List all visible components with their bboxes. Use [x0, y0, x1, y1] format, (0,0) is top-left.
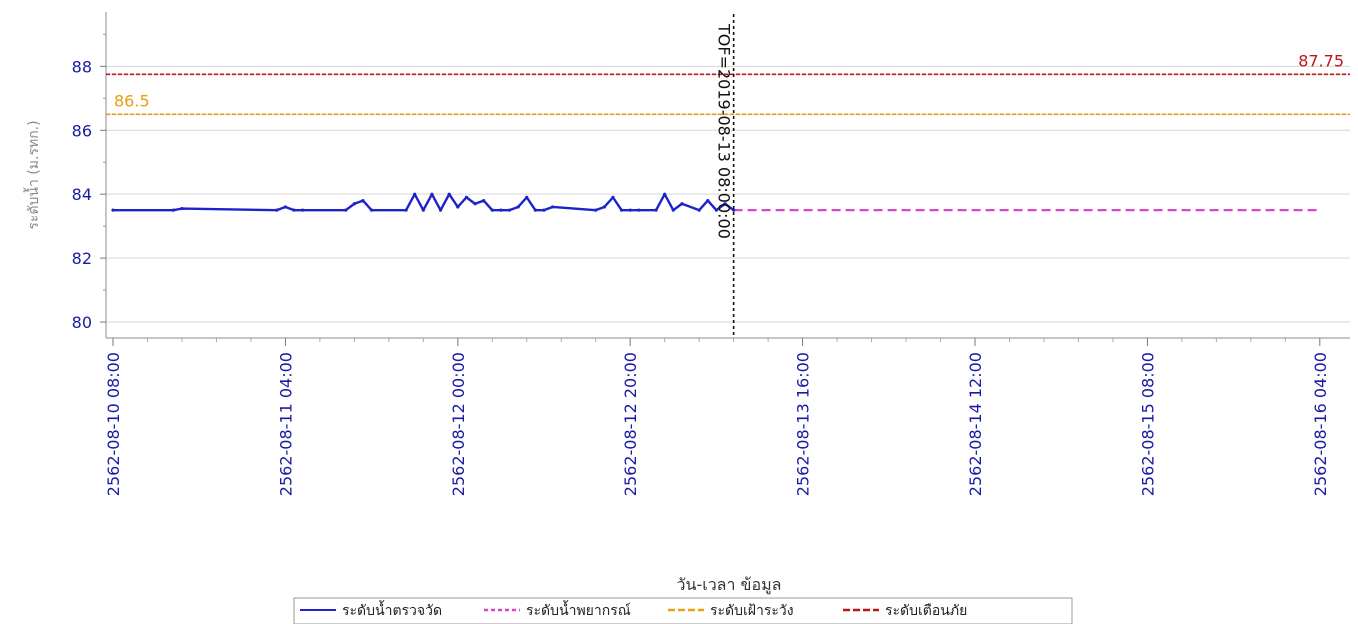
observed-point [456, 205, 460, 209]
y-tick-label: 84 [72, 185, 92, 204]
observed-point [292, 208, 296, 212]
observed-point [111, 208, 115, 212]
observed-point [697, 208, 701, 212]
x-axis-ticks: 2562-08-10 08:00 2562-08-11 04:00 2562-08-… [104, 338, 1330, 496]
observed-point [551, 205, 555, 209]
observed-point [680, 202, 684, 206]
observed-point [275, 208, 279, 212]
x-axis-label: วัน-เวลา ข้อมูล [677, 575, 782, 595]
observed-point [611, 195, 615, 199]
grid [106, 65, 1350, 323]
y-axis-label: ระดับน้ำ (ม.รทก.) [23, 120, 42, 229]
observed-point [706, 198, 710, 203]
legend-label: ระดับน้ำพยากรณ์ [526, 600, 631, 619]
observed-point [482, 198, 486, 203]
legend-label: ระดับเฝ้าระวัง [710, 603, 794, 619]
observed-point [438, 208, 443, 212]
tof-marker: TOF=2019-08-13 08:00:00 [715, 14, 735, 338]
threshold-value-label: 87.75 [1298, 51, 1344, 70]
legend-label: ระดับน้ำตรวจวัด [342, 600, 442, 619]
y-tick-label: 86 [72, 121, 92, 140]
observed-point [447, 192, 451, 196]
observed-point [180, 206, 184, 211]
series-group [111, 192, 1320, 212]
observed-point [499, 208, 503, 212]
x-tick-label: 2562-08-12 00:00 [449, 352, 468, 496]
observed-point [654, 208, 658, 212]
observed-point [732, 208, 736, 212]
observed-point [723, 202, 727, 206]
x-tick-label: 2562-08-15 08:00 [1138, 352, 1157, 496]
observed-point [171, 208, 175, 212]
observed-point [628, 208, 632, 212]
observed-point [663, 192, 667, 196]
observed-point [413, 192, 417, 196]
x-tick-label: 2562-08-10 08:00 [104, 352, 123, 496]
observed-point [421, 208, 425, 212]
x-tick-label: 2562-08-16 04:00 [1311, 352, 1330, 496]
x-tick-label: 2562-08-12 20:00 [621, 352, 640, 496]
series-observed-line [113, 192, 735, 212]
threshold-lines: 86.5 87.75 [106, 51, 1350, 116]
observed-point [301, 208, 305, 212]
y-tick-label: 82 [72, 249, 92, 268]
y-axis-ticks: 80 82 84 86 88 [72, 33, 106, 332]
observed-point [361, 198, 365, 203]
observed-point [619, 208, 624, 212]
observed-point [542, 208, 546, 212]
observed-point [525, 195, 529, 199]
threshold-value-label: 86.5 [114, 91, 150, 110]
legend-label: ระดับเตือนภัย [885, 603, 967, 619]
x-tick-label: 2562-08-11 04:00 [276, 352, 295, 496]
observed-point [464, 195, 469, 199]
observed-point [344, 208, 348, 212]
observed-point [533, 208, 537, 212]
tof-label: TOF=2019-08-13 08:00:00 [715, 23, 734, 239]
observed-point [430, 192, 434, 196]
observed-point [516, 205, 520, 209]
observed-point [473, 202, 477, 206]
legend: ระดับน้ำตรวจวัด ระดับน้ำพยากรณ์ ระดับเฝ้าร… [293, 597, 1073, 624]
x-tick-label: 2562-08-14 12:00 [966, 352, 985, 496]
observed-point [352, 202, 356, 206]
observed-point [602, 205, 606, 209]
observed-point [671, 208, 675, 212]
observed-point [370, 208, 374, 212]
x-tick-label: 2562-08-13 16:00 [794, 352, 813, 496]
observed-point [283, 205, 287, 209]
observed-point [714, 208, 719, 212]
y-tick-label: 80 [72, 313, 92, 332]
observed-point [404, 208, 408, 212]
observed-point [594, 208, 598, 212]
observed-point [637, 208, 641, 212]
observed-point [507, 208, 512, 212]
observed-point [490, 208, 494, 212]
y-tick-label: 88 [72, 57, 92, 76]
